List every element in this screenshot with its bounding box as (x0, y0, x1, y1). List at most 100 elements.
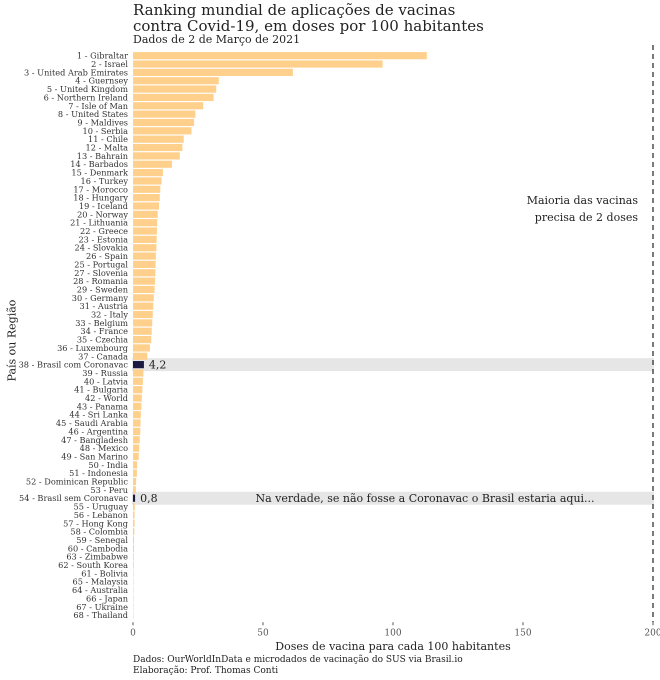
bar (133, 344, 150, 352)
data-label: 4,2 (149, 359, 167, 372)
bar (133, 486, 136, 494)
y-tick-label: 25 - Portugal (74, 259, 128, 269)
bar (133, 77, 219, 85)
highlight-band (132, 358, 654, 372)
bar (133, 452, 139, 461)
bar (133, 427, 141, 436)
bar (133, 168, 163, 177)
y-tick-label: 61 - Bolivia (81, 568, 128, 578)
reference-line-label: Maioria das vacinas (527, 194, 639, 207)
x-tick-label: 0 (130, 628, 136, 638)
bar (133, 352, 148, 360)
bar (133, 302, 154, 310)
bar (133, 219, 158, 227)
y-tick-label: 57 - Hong Kong (63, 518, 128, 528)
bar (133, 294, 154, 302)
bar (133, 369, 144, 377)
bar (133, 603, 134, 611)
bar (133, 127, 192, 135)
x-tick-label: 100 (384, 628, 401, 638)
y-tick-label: 66 - Japan (86, 593, 129, 603)
y-tick-label: 40 - Latvia (84, 376, 128, 386)
y-tick-label: 9 - Maldives (77, 117, 128, 127)
y-tick-label: 42 - World (85, 393, 128, 403)
chart-caption: Dados: OurWorldInData e microdados de va… (133, 655, 463, 677)
y-tick-label: 11 - Chile (88, 134, 128, 144)
bar (133, 194, 160, 202)
y-tick-label: 7 - Isle of Man (68, 101, 129, 111)
bar (133, 553, 134, 561)
y-tick-label: 2 - Israel (91, 59, 128, 69)
y-tick-label: 36 - Luxembourg (57, 343, 128, 353)
bar (133, 185, 161, 193)
bar (133, 528, 135, 536)
bar (133, 386, 143, 394)
y-tick-label: 20 - Norway (77, 209, 128, 219)
x-tick-label: 150 (514, 628, 531, 638)
bar (133, 594, 134, 603)
y-tick-label: 30 - Germany (72, 293, 129, 303)
bar (133, 419, 141, 427)
y-tick-label: 29 - Sweden (77, 284, 129, 294)
y-tick-label: 56 - Lebanon (74, 510, 129, 520)
bar (133, 110, 196, 118)
bar (133, 335, 152, 344)
y-tick-label: 50 - India (88, 460, 128, 470)
y-tick-label: 31 - Austria (80, 301, 129, 311)
y-tick-label: 34 - France (80, 326, 128, 336)
y-tick-label: 15 - Denmark (71, 168, 129, 178)
bar (133, 227, 157, 235)
bar (133, 461, 138, 469)
x-tick-label: 50 (257, 628, 269, 638)
bar (133, 310, 153, 319)
bar (133, 411, 141, 419)
y-tick-label: 65 - Malaysia (73, 577, 129, 587)
bar (133, 536, 135, 544)
y-tick-label: 18 - Hungary (73, 193, 128, 203)
y-tick-label: 60 - Cambodia (68, 543, 128, 553)
y-tick-label: 47 - Bangladesh (61, 435, 129, 445)
y-tick-label: 23 - Estonia (78, 234, 128, 244)
y-tick-label: 6 - Northern Ireland (44, 92, 128, 102)
bar (133, 444, 140, 452)
chart-subtitle: Dados de 2 de Março de 2021 (133, 33, 301, 46)
y-tick-label: 12 - Malta (86, 143, 129, 153)
bar (133, 118, 195, 127)
y-tick-label: 5 - United Kingdom (47, 84, 128, 94)
y-tick-label: 59 - Senegal (76, 535, 128, 545)
y-tick-label: 17 - Morocco (73, 184, 128, 194)
bar (133, 93, 214, 102)
y-tick-label: 21 - Lithuania (70, 218, 128, 228)
bar (133, 285, 155, 294)
y-tick-label: 33 - Belgium (75, 318, 128, 328)
highlight-bar (133, 494, 136, 502)
bar (133, 244, 157, 252)
bar (133, 394, 142, 402)
bar (133, 269, 156, 277)
y-tick-label: 22 - Greece (80, 226, 128, 236)
bar (133, 477, 137, 486)
bar (133, 85, 217, 93)
y-tick-label: 49 - San Marino (61, 451, 128, 461)
chart-title: Ranking mundial de aplicações de vacinas… (133, 2, 484, 34)
bar (133, 160, 172, 168)
y-tick-label: 19 - Iceland (79, 201, 128, 211)
bar (133, 544, 135, 552)
bar (133, 68, 293, 76)
y-tick-label: 52 - Dominican Republic (26, 477, 129, 487)
y-tick-label: 53 - Peru (90, 485, 128, 495)
bar (133, 60, 383, 68)
bar (133, 319, 153, 327)
y-tick-label: 37 - Canada (78, 351, 128, 361)
y-tick-label: 39 - Russia (82, 368, 128, 378)
y-tick-label: 67 - Ukraine (76, 602, 128, 612)
chart-title-line-1: Ranking mundial de aplicações de vacinas (133, 1, 456, 19)
bar (133, 561, 134, 569)
highlight-band (132, 491, 654, 505)
y-tick-label: 62 - South Korea (58, 560, 128, 570)
y-tick-label: 58 - Colombia (70, 527, 128, 537)
bar (133, 202, 159, 210)
bar (133, 469, 137, 477)
bar (133, 611, 134, 619)
